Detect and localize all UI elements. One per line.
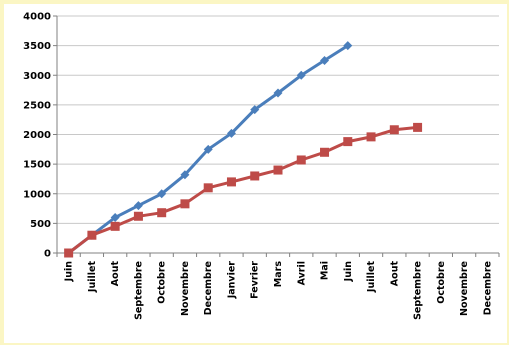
y-tick-label: 4000	[23, 12, 51, 23]
data-point	[110, 221, 120, 231]
data-point	[250, 171, 260, 181]
x-tick-label: Aout	[110, 261, 121, 287]
x-tick-label: Juillet	[87, 261, 98, 294]
gridlines	[57, 15, 499, 224]
series	[64, 41, 423, 258]
x-tick-label: Mai	[320, 261, 331, 280]
data-point	[133, 201, 143, 211]
x-axis-ticks: Juin Juillet Aout Septembre Octobre Novembre D…	[64, 261, 494, 320]
y-tick-label: 500	[30, 219, 51, 230]
x-tick-label: Decembre	[482, 261, 493, 315]
y-tick-label: 2000	[23, 130, 51, 141]
series-2-line	[67, 125, 418, 255]
x-tick-label: Octobre	[436, 261, 447, 304]
y-tick-label: 3500	[23, 41, 51, 52]
x-tick-label: Fevrier	[250, 261, 261, 299]
x-tick-label: Septembre	[413, 261, 424, 320]
data-point	[320, 55, 330, 65]
data-point	[273, 88, 283, 98]
x-tick-label: Mars	[273, 261, 284, 288]
x-tick-label: Aout	[389, 261, 400, 287]
x-tick-label: Janvier	[226, 261, 237, 300]
data-point	[250, 105, 260, 115]
data-point	[87, 230, 97, 240]
x-tick-label: Juin	[343, 261, 354, 283]
x-tick-label: Juin	[64, 261, 75, 283]
data-point	[157, 208, 167, 218]
data-point	[296, 70, 306, 80]
x-tick-label: Juillet	[366, 261, 377, 294]
y-tick-label: 0	[44, 249, 51, 260]
data-point	[133, 211, 143, 221]
data-point	[343, 137, 353, 147]
x-tick-label: Novembre	[459, 261, 470, 316]
x-tick-label: Avril	[296, 261, 307, 285]
data-point	[366, 132, 376, 142]
data-point	[180, 199, 190, 209]
data-point	[389, 125, 399, 135]
data-point	[296, 155, 306, 165]
y-axis-ticks: 0 500 1000 1500 2000 2500 3000 3500 4000	[23, 12, 51, 260]
x-tick-label: Novembre	[180, 261, 191, 316]
series-1	[64, 41, 353, 258]
y-tick-label: 1000	[23, 189, 51, 200]
x-tick-label: Octobre	[157, 261, 168, 304]
data-point	[413, 122, 423, 132]
data-point	[226, 128, 236, 138]
axes	[53, 15, 500, 257]
x-tick-label: Decembre	[203, 261, 214, 315]
data-point	[343, 41, 353, 51]
data-point	[180, 170, 190, 180]
data-point	[273, 165, 283, 175]
y-tick-label: 3000	[23, 71, 51, 82]
y-tick-label: 2500	[23, 100, 51, 111]
data-point	[203, 183, 213, 193]
data-point	[64, 248, 74, 258]
y-tick-label: 1500	[23, 160, 51, 171]
data-point	[203, 144, 213, 154]
data-point	[157, 189, 167, 199]
series-2	[64, 122, 423, 258]
chart-container: 0 500 1000 1500 2000 2500 3000 3500 4000 Juin Jui…	[4, 4, 507, 343]
data-point	[110, 212, 120, 222]
data-point	[320, 147, 330, 157]
data-point	[226, 177, 236, 187]
x-tick-label: Septembre	[133, 261, 144, 320]
